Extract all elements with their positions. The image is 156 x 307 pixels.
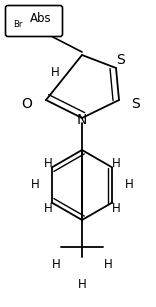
Text: H: H [44,157,52,169]
Text: S: S [116,53,124,67]
Text: H: H [104,258,112,271]
Text: H: H [112,157,120,169]
Text: Br: Br [13,20,22,29]
Text: H: H [44,203,52,216]
Text: H: H [125,178,133,192]
Text: H: H [78,278,86,292]
FancyBboxPatch shape [5,6,63,37]
Text: H: H [112,203,120,216]
Text: H: H [31,178,39,192]
Text: H: H [52,258,60,271]
Text: N: N [77,113,87,127]
Text: S: S [132,97,140,111]
Text: O: O [22,97,32,111]
Text: Abs: Abs [29,12,51,25]
Text: H: H [51,65,59,79]
